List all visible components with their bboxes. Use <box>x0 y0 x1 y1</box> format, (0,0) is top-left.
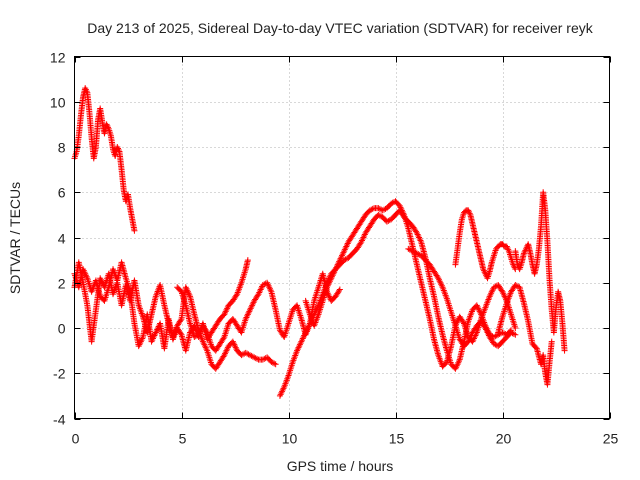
data-point-fill <box>271 360 278 367</box>
data-point-fill <box>510 331 517 338</box>
x-tick-label: 5 <box>179 431 187 447</box>
y-tick-label: 6 <box>58 185 66 201</box>
data-points <box>71 85 568 399</box>
data-point-fill <box>532 344 539 351</box>
y-tick-label: 0 <box>58 321 66 337</box>
data-point <box>548 338 555 345</box>
series-arc-1 <box>71 85 138 234</box>
x-tick-label: 0 <box>72 431 80 447</box>
y-tick-label: -2 <box>53 366 66 382</box>
x-tick-labels: 0 5 10 15 20 25 <box>72 431 619 447</box>
y-tick-label: 4 <box>58 231 66 247</box>
data-point-fill <box>442 360 449 367</box>
series-arc-7 <box>405 245 519 350</box>
data-point-fill <box>177 330 184 337</box>
x-tick-label: 20 <box>496 431 512 447</box>
y-tick-label: 2 <box>58 276 66 292</box>
x-tick-label: 15 <box>389 431 405 447</box>
chart-title: Day 213 of 2025, Sidereal Day-to-day VTE… <box>87 20 593 36</box>
data-point-fill <box>369 205 376 212</box>
y-tick-labels: -4 -2 0 2 4 6 8 10 12 <box>50 50 66 428</box>
data-point <box>244 257 251 264</box>
data-point-fill <box>376 205 383 212</box>
series-arc-4 <box>174 270 343 354</box>
series-arc-9 <box>512 189 568 354</box>
y-tick-label: -4 <box>53 412 66 428</box>
series-arc-8 <box>452 207 519 282</box>
series-arc-10 <box>495 282 555 388</box>
data-point-fill <box>177 317 184 324</box>
data-point-fill <box>220 335 227 342</box>
data-point-fill <box>203 328 210 335</box>
data-point <box>512 331 519 338</box>
y-tick-label: 8 <box>58 140 66 156</box>
data-point <box>561 347 568 354</box>
data-point <box>131 227 138 234</box>
series-arc-6 <box>302 207 515 372</box>
data-point-fill <box>460 319 467 326</box>
y-tick-label: 10 <box>50 95 66 111</box>
y-axis-label: SDTVAR / TECUs <box>7 182 23 294</box>
data-point-fill <box>233 292 240 299</box>
data-point <box>336 286 343 293</box>
y-tick-label: 12 <box>50 50 66 66</box>
data-point-fill <box>336 287 343 294</box>
x-axis-label: GPS time / hours <box>287 458 394 474</box>
data-point <box>512 325 519 331</box>
data-point-fill <box>381 206 388 213</box>
series-arc-5 <box>276 198 519 399</box>
series-arc-3 <box>71 259 279 372</box>
plot-frame <box>74 56 610 419</box>
axis-ticks <box>74 56 611 420</box>
x-tick-label: 10 <box>282 431 298 447</box>
grid <box>74 56 610 419</box>
x-tick-label: 25 <box>603 431 619 447</box>
data-point <box>272 361 279 368</box>
data-point-fill <box>254 355 261 362</box>
